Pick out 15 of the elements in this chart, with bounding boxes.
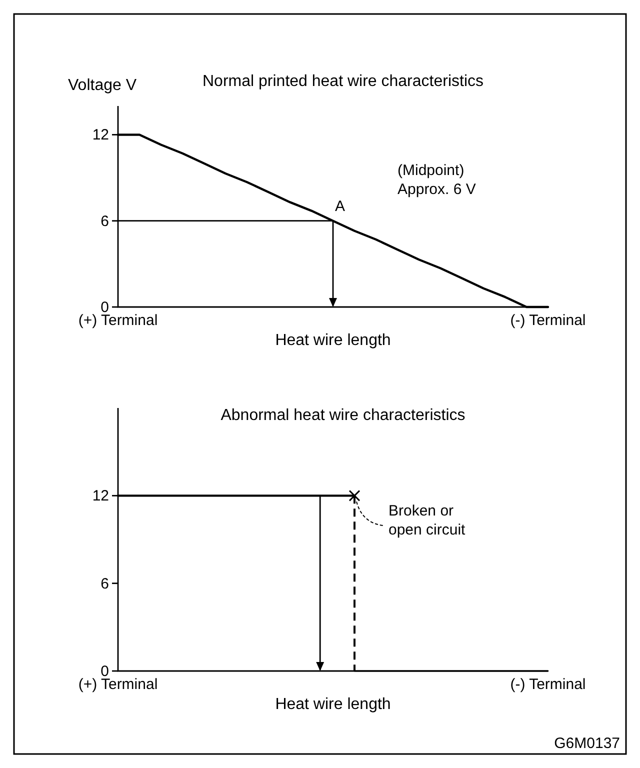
x-tick-label: (-) Terminal [510,312,586,329]
text: G6M0137 [554,735,620,752]
y-tick-label: 6 [100,212,109,230]
chart-title: Normal printed heat wire characteristics [202,73,484,90]
annotation: A [335,198,346,215]
y-tick-label: 12 [92,488,109,505]
y-tick-label: 12 [92,126,109,144]
x-axis-title: Heat wire length [275,332,391,349]
annotation: Broken or open circuit [388,502,466,539]
x-tick-label: (-) Terminal [510,676,586,693]
y-tick-label: 6 [100,575,109,592]
annotation: (Midpoint) Approx. 6 V [398,162,476,198]
chart-title: Abnormal heat wire characteristics [220,407,466,424]
x-axis-title: Heat wire length [275,696,391,713]
y-axis-title: Voltage V [68,77,137,94]
